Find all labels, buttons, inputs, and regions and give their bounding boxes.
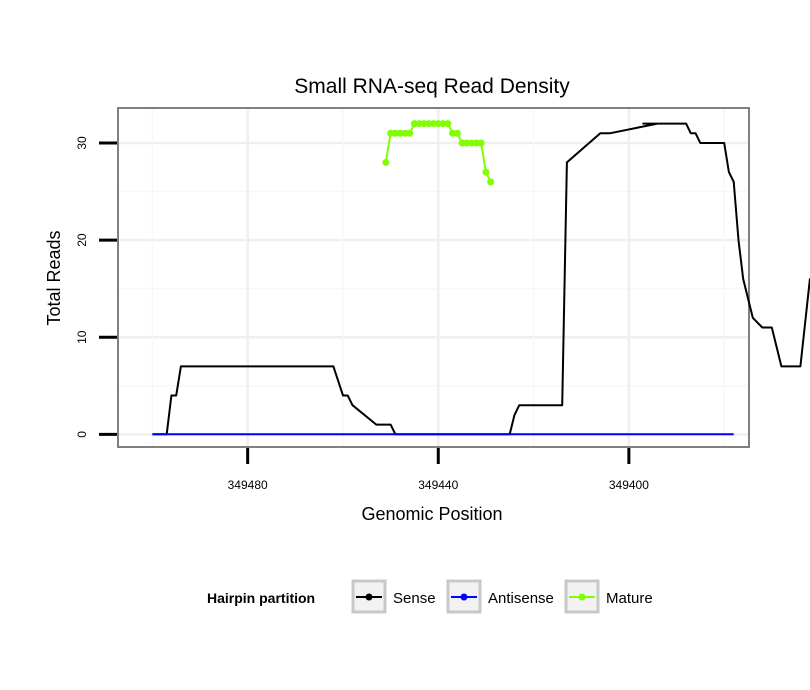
y-tick-label: 20 [75, 233, 89, 247]
legend-label-antisense: Antisense [488, 590, 554, 607]
legend-label-mature: Mature [606, 590, 653, 607]
mature-point [406, 129, 414, 137]
x-axis: 349480 349440 349400 [228, 448, 649, 492]
mature-point [453, 129, 461, 137]
legend-item-mature: Mature [564, 579, 653, 614]
series-lines [152, 122, 810, 436]
legend-dot-mature [578, 593, 586, 601]
mature-point [477, 139, 485, 147]
legend: Hairpin partition Sense Antisense Mature [207, 579, 653, 614]
y-tick-label: 30 [75, 136, 89, 150]
y-tick-label: 10 [75, 330, 89, 344]
y-axis-title: Total Reads [44, 230, 64, 325]
mature-point [487, 178, 495, 186]
legend-dot-antisense [460, 593, 468, 601]
legend-item-sense: Sense [351, 579, 436, 614]
series-line-sense [152, 122, 810, 436]
x-tick-label: 349440 [418, 478, 458, 492]
x-tick-label: 349480 [228, 478, 268, 492]
mature-point [482, 168, 490, 176]
legend-dot-sense [365, 593, 373, 601]
mature-point [382, 158, 390, 166]
x-axis-title: Genomic Position [361, 504, 502, 524]
mature-point [444, 120, 452, 128]
x-tick-label: 349400 [609, 478, 649, 492]
mature-points [382, 120, 495, 186]
chart-title: Small RNA-seq Read Density [294, 75, 570, 98]
plot-panel [117, 107, 750, 448]
y-axis: 0 10 20 30 [75, 136, 117, 438]
legend-label-sense: Sense [393, 590, 436, 607]
y-tick-label: 0 [75, 431, 89, 438]
grid-lines [119, 109, 748, 446]
legend-title: Hairpin partition [207, 590, 315, 606]
legend-item-antisense: Antisense [446, 579, 554, 614]
